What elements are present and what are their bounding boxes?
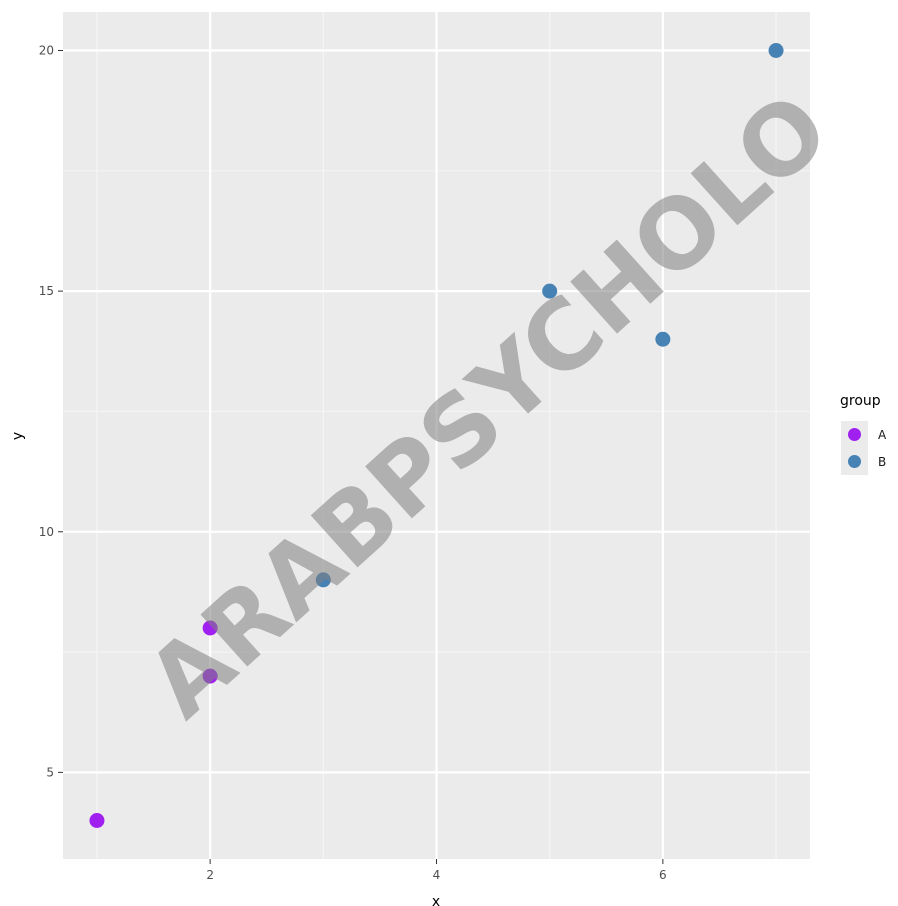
y-tick-label: 15 (39, 284, 54, 298)
x-axis: 2 4 6 (206, 859, 667, 882)
legend-key-b (848, 455, 861, 468)
y-tick-label: 20 (39, 44, 54, 58)
legend: group AB (840, 393, 887, 475)
y-axis: 5 10 15 20 (39, 44, 63, 779)
data-point-b (315, 572, 331, 588)
x-axis-title: x (432, 894, 440, 906)
data-point-b (768, 43, 784, 58)
x-tick-label: 4 (433, 868, 441, 882)
data-points (89, 43, 784, 828)
y-tick-label: 10 (39, 525, 54, 539)
y-tick-label: 5 (46, 765, 54, 779)
x-tick-label: 6 (659, 868, 667, 882)
data-point-a (202, 620, 218, 636)
legend-key-a (848, 428, 861, 441)
data-point-b (655, 331, 671, 347)
legend-keys: AB (841, 421, 887, 475)
y-axis-title: y (10, 432, 26, 440)
data-point-b (542, 283, 558, 299)
x-tick-label: 2 (206, 868, 214, 882)
data-point-a (89, 813, 105, 828)
major-gridlines (63, 12, 810, 859)
legend-label-a: A (878, 428, 887, 442)
data-point-a (202, 668, 218, 684)
legend-label-b: B (878, 455, 886, 469)
legend-title: group (840, 393, 881, 409)
